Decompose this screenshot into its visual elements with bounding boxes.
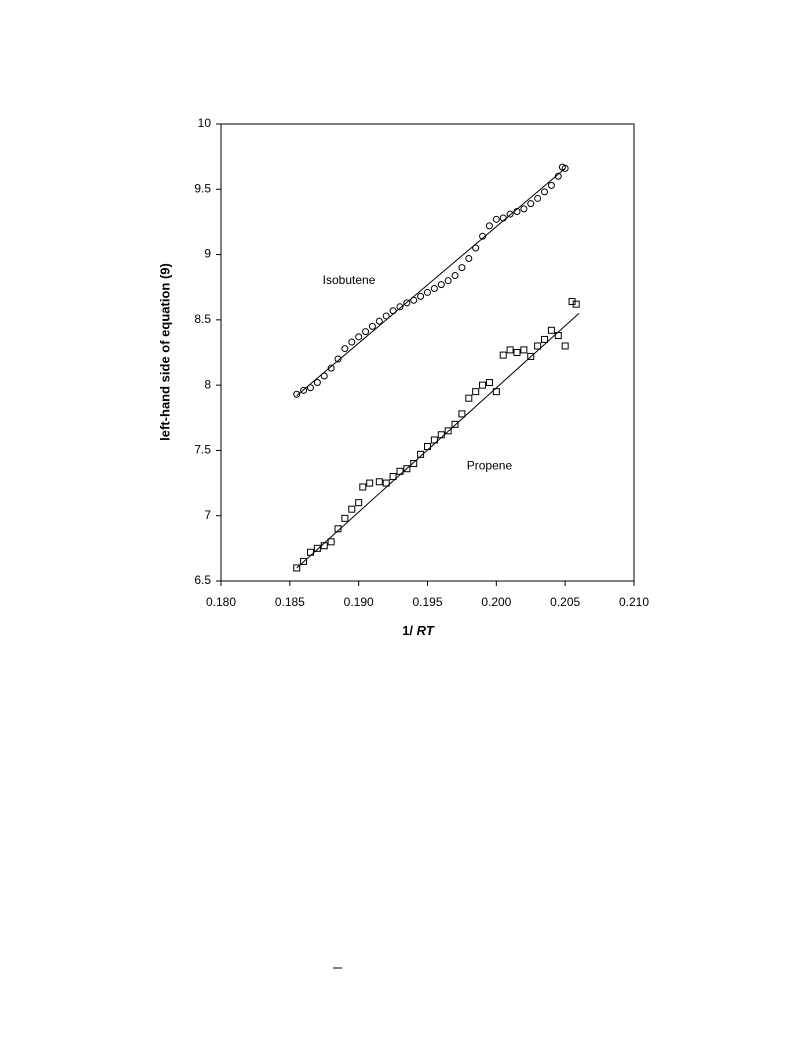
point bbox=[417, 450, 425, 458]
y-tick-label: 6.5 bbox=[194, 573, 211, 587]
point bbox=[492, 215, 500, 223]
x-tick-label: 0.190 bbox=[344, 595, 374, 609]
point bbox=[465, 394, 473, 402]
point bbox=[313, 544, 321, 552]
point bbox=[382, 479, 390, 487]
point bbox=[417, 292, 425, 300]
point bbox=[348, 505, 356, 513]
point bbox=[437, 281, 445, 289]
x-tick-label: 0.195 bbox=[412, 595, 442, 609]
point bbox=[403, 465, 411, 473]
point bbox=[306, 384, 314, 392]
point bbox=[293, 390, 301, 398]
annotation: Isobutene bbox=[323, 273, 376, 287]
point bbox=[410, 296, 418, 304]
point bbox=[313, 379, 321, 387]
fit-line bbox=[296, 312, 580, 569]
point bbox=[327, 364, 335, 372]
point bbox=[458, 410, 466, 418]
point bbox=[306, 548, 314, 556]
point bbox=[334, 525, 342, 533]
y-tick-label: 9.5 bbox=[194, 181, 211, 195]
y-tick-label: 9 bbox=[204, 247, 211, 261]
point bbox=[506, 346, 514, 354]
fit-line bbox=[296, 168, 566, 396]
point bbox=[472, 388, 480, 396]
point bbox=[520, 346, 528, 354]
y-tick-label: 10 bbox=[198, 116, 212, 130]
point bbox=[389, 473, 397, 481]
point bbox=[458, 264, 466, 272]
point bbox=[341, 514, 349, 522]
point bbox=[527, 352, 535, 360]
point bbox=[541, 335, 549, 343]
point bbox=[430, 436, 438, 444]
point bbox=[472, 244, 480, 252]
point bbox=[520, 205, 528, 213]
y-tick-label: 8.5 bbox=[194, 312, 211, 326]
point bbox=[403, 299, 411, 307]
point bbox=[492, 388, 500, 396]
y-tick-label: 7.5 bbox=[194, 443, 211, 457]
plot-frame bbox=[220, 123, 635, 582]
point bbox=[561, 342, 569, 350]
point bbox=[300, 557, 308, 565]
point bbox=[300, 386, 308, 394]
point bbox=[465, 254, 473, 262]
x-tick-label: 0.185 bbox=[275, 595, 305, 609]
point bbox=[527, 200, 535, 208]
y-tick-label: 8 bbox=[204, 377, 211, 391]
point bbox=[382, 312, 390, 320]
y-tick-label: 7 bbox=[204, 508, 211, 522]
point bbox=[547, 181, 555, 189]
point bbox=[572, 300, 580, 308]
point bbox=[485, 379, 493, 387]
point bbox=[534, 194, 542, 202]
point bbox=[513, 349, 521, 356]
point bbox=[366, 479, 374, 487]
point bbox=[327, 538, 335, 546]
point bbox=[359, 483, 367, 491]
point bbox=[362, 328, 370, 336]
x-tick-label: 0.200 bbox=[481, 595, 511, 609]
point bbox=[355, 499, 363, 507]
point bbox=[368, 322, 376, 330]
x-axis-label: 1/ RT bbox=[402, 623, 435, 638]
point bbox=[320, 372, 328, 380]
point bbox=[424, 288, 431, 296]
x-tick-label: 0.180 bbox=[206, 595, 236, 609]
point bbox=[293, 564, 301, 572]
point bbox=[355, 333, 363, 341]
point bbox=[430, 285, 438, 293]
point bbox=[444, 427, 452, 435]
point bbox=[506, 210, 514, 218]
point bbox=[485, 222, 493, 230]
point bbox=[451, 420, 459, 428]
x-tick-label: 0.210 bbox=[619, 595, 649, 609]
y-axis-label: left-hand side of equation (9) bbox=[157, 263, 172, 441]
x-axis-label-part: 1/ bbox=[402, 623, 416, 638]
point bbox=[499, 214, 507, 222]
point bbox=[499, 351, 507, 359]
point bbox=[375, 478, 383, 486]
point bbox=[479, 381, 487, 389]
point bbox=[541, 188, 549, 196]
point bbox=[451, 271, 459, 279]
point bbox=[334, 355, 342, 363]
point bbox=[534, 342, 542, 350]
x-tick-label: 0.205 bbox=[550, 595, 580, 609]
point bbox=[375, 317, 383, 325]
point bbox=[444, 277, 452, 285]
point bbox=[341, 345, 349, 353]
point bbox=[561, 164, 569, 172]
point bbox=[396, 303, 404, 311]
x-axis-label-part: RT bbox=[417, 623, 435, 638]
annotation: Propene bbox=[467, 458, 513, 472]
point bbox=[410, 459, 418, 467]
point bbox=[348, 338, 356, 346]
point bbox=[547, 326, 555, 334]
